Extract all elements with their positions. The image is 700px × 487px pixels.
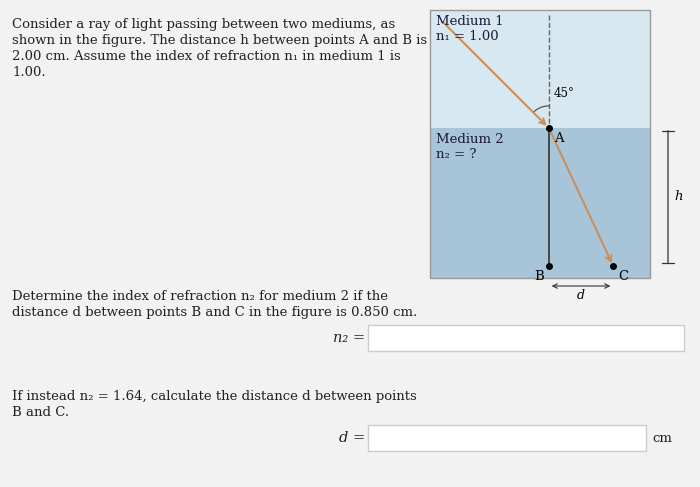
Text: B: B	[534, 270, 544, 283]
Text: Medium 2: Medium 2	[436, 133, 503, 146]
Bar	[368, 325, 684, 351]
Text: 2.00 cm. Assume the index of refraction n₁ in medium 1 is: 2.00 cm. Assume the index of refraction …	[12, 50, 400, 63]
Text: A: A	[554, 132, 564, 145]
Text: n₂ =: n₂ =	[333, 331, 365, 345]
Bar	[368, 425, 646, 451]
Text: n₁ = 1.00: n₁ = 1.00	[436, 30, 498, 43]
Text: n₂ = ?: n₂ = ?	[436, 148, 477, 161]
Bar	[430, 128, 650, 278]
Text: shown in the figure. The distance h between points A and B is: shown in the figure. The distance h betw…	[12, 34, 427, 47]
Text: If instead n₂ = 1.64, calculate the distance d between points: If instead n₂ = 1.64, calculate the dist…	[12, 390, 416, 403]
Bar	[430, 10, 650, 278]
Bar	[430, 10, 650, 128]
Text: 45°: 45°	[554, 87, 575, 100]
Text: C: C	[618, 270, 629, 283]
Text: h: h	[674, 190, 682, 204]
Text: distance d between points B and C in the figure is 0.850 cm.: distance d between points B and C in the…	[12, 306, 417, 319]
Text: B and C.: B and C.	[12, 406, 69, 419]
Text: Medium 1: Medium 1	[436, 15, 503, 28]
Text: Consider a ray of light passing between two mediums, as: Consider a ray of light passing between …	[12, 18, 395, 31]
Text: 1.00.: 1.00.	[12, 66, 46, 79]
Text: d: d	[577, 289, 585, 302]
Text: Determine the index of refraction n₂ for medium 2 if the: Determine the index of refraction n₂ for…	[12, 290, 388, 303]
Text: d =: d =	[339, 431, 365, 445]
Text: cm: cm	[652, 431, 672, 445]
